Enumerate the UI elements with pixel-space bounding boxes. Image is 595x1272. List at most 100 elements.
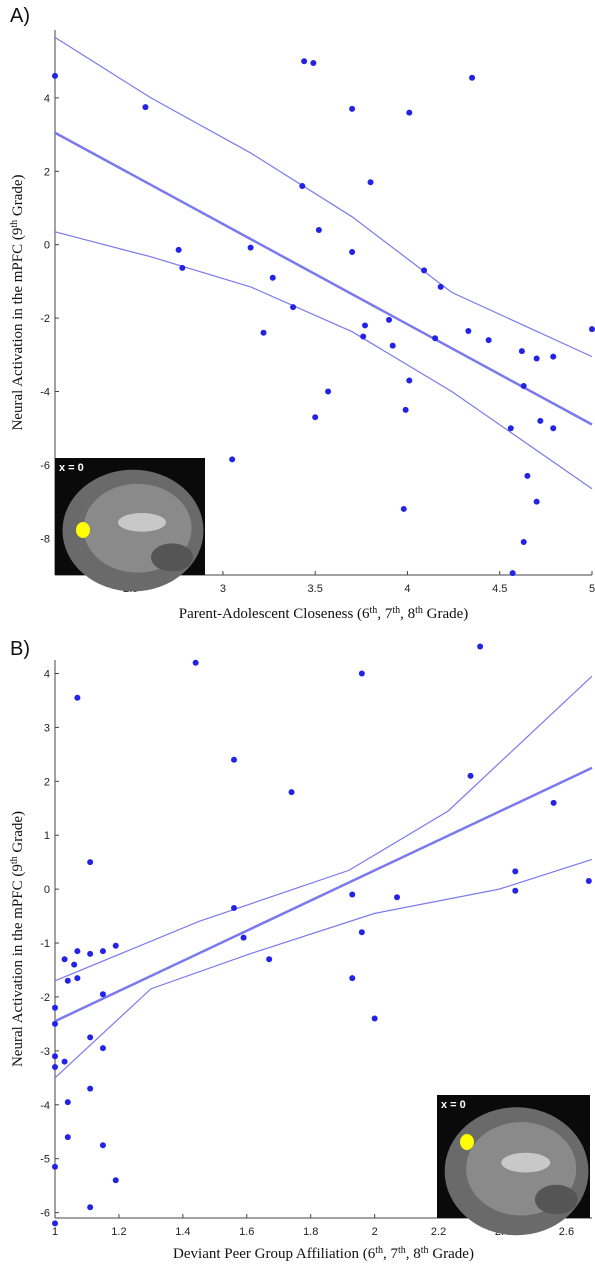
fit-line	[54, 131, 593, 426]
superscript: th	[421, 1245, 429, 1256]
point	[87, 859, 94, 866]
y-axis-label: Neural Activation in the mPFC (9th Grade…	[9, 174, 27, 430]
y-tick-label: -6	[40, 460, 50, 472]
y-tick-label: -4	[40, 1100, 50, 1112]
label-part: Deviant Peer Group Affiliation (6	[173, 1246, 376, 1262]
x-tick-label: 1.2	[111, 1226, 126, 1238]
point	[512, 887, 519, 894]
y-axis-label: Neural Activation in the mPFC (9th Grade…	[9, 811, 27, 1067]
confidence-band	[54, 858, 593, 1079]
y-tick-label: -1	[40, 938, 50, 950]
point	[290, 304, 297, 311]
y-tick-label: -5	[40, 1154, 50, 1166]
label-part: , 8	[406, 1246, 421, 1262]
point	[550, 353, 557, 360]
point	[87, 1034, 94, 1041]
point	[288, 789, 295, 796]
y-tick-label: 0	[44, 240, 50, 252]
x-tick-label: 1.6	[239, 1226, 254, 1238]
label-part: Neural Activation in the mPFC (9	[10, 228, 26, 431]
point	[87, 950, 94, 957]
x-tick-label: 2.2	[431, 1226, 446, 1238]
point	[400, 505, 407, 512]
superscript: th	[415, 605, 423, 616]
cerebellum	[534, 1184, 578, 1215]
confidence-band	[54, 231, 593, 490]
y-tick-label: 2	[44, 166, 50, 178]
y-tick-label: -8	[40, 533, 50, 545]
point	[112, 1177, 119, 1184]
x-tick-label: 3	[220, 583, 226, 595]
x-tick-label: 4	[404, 583, 410, 595]
point	[301, 58, 308, 65]
y-tick-label: 2	[44, 776, 50, 788]
superscript: th	[375, 1245, 383, 1256]
cerebellum	[151, 543, 193, 572]
y-tick-label: 4	[44, 93, 50, 105]
point	[349, 249, 356, 256]
point	[61, 956, 68, 963]
point	[325, 388, 332, 395]
point	[485, 337, 492, 344]
point	[524, 472, 531, 479]
point	[266, 956, 273, 963]
point	[585, 878, 592, 885]
point	[469, 74, 476, 81]
point	[74, 975, 81, 982]
point	[432, 335, 439, 342]
panel-label: A)	[10, 5, 30, 27]
point	[74, 694, 81, 701]
panel-label: B)	[10, 638, 30, 660]
x-axis-label: Parent-Adolescent Closeness (6th, 7th, 8…	[179, 605, 469, 623]
point	[99, 991, 106, 998]
point	[312, 414, 319, 421]
panel: B)11.21.41.61.822.22.42.6-6-5-4-3-2-1012…	[9, 638, 593, 1262]
activation	[460, 1134, 474, 1150]
point	[507, 425, 514, 432]
point	[421, 267, 428, 274]
point	[406, 109, 413, 116]
point	[142, 104, 149, 111]
point	[52, 72, 58, 79]
point	[192, 659, 199, 666]
point	[349, 975, 356, 982]
label-part: Grade)	[429, 1246, 474, 1262]
point	[550, 425, 557, 432]
point	[99, 1142, 106, 1149]
x-tick-label: 1.8	[303, 1226, 318, 1238]
point	[512, 868, 519, 875]
x-tick-label: 2	[372, 1226, 378, 1238]
point	[467, 772, 474, 779]
label-part: Grade)	[423, 606, 468, 622]
point	[550, 799, 557, 806]
point	[358, 929, 365, 936]
point	[52, 1004, 58, 1011]
label-part: , 8	[400, 606, 415, 622]
point	[87, 1085, 94, 1092]
point	[175, 246, 182, 253]
label-part: , 7	[377, 606, 393, 622]
point	[247, 244, 254, 251]
point	[437, 283, 444, 290]
point	[477, 643, 484, 650]
point	[87, 1204, 94, 1211]
x-tick-label: 5	[589, 583, 595, 595]
point	[52, 1053, 58, 1060]
activation	[76, 522, 90, 538]
point	[99, 1045, 106, 1052]
y-tick-label: -2	[40, 992, 50, 1004]
superscript: th	[9, 220, 20, 228]
point	[360, 333, 367, 340]
point	[52, 1220, 58, 1227]
y-tick-label: -4	[40, 386, 50, 398]
point	[52, 1064, 58, 1071]
point	[520, 538, 527, 545]
x-tick-label: 3.5	[308, 583, 323, 595]
point	[589, 326, 595, 333]
point	[537, 417, 544, 424]
y-tick-label: 3	[44, 722, 50, 734]
y-tick-label: -3	[40, 1046, 50, 1058]
point	[310, 60, 317, 67]
inset-image: x = 0	[437, 1095, 590, 1236]
